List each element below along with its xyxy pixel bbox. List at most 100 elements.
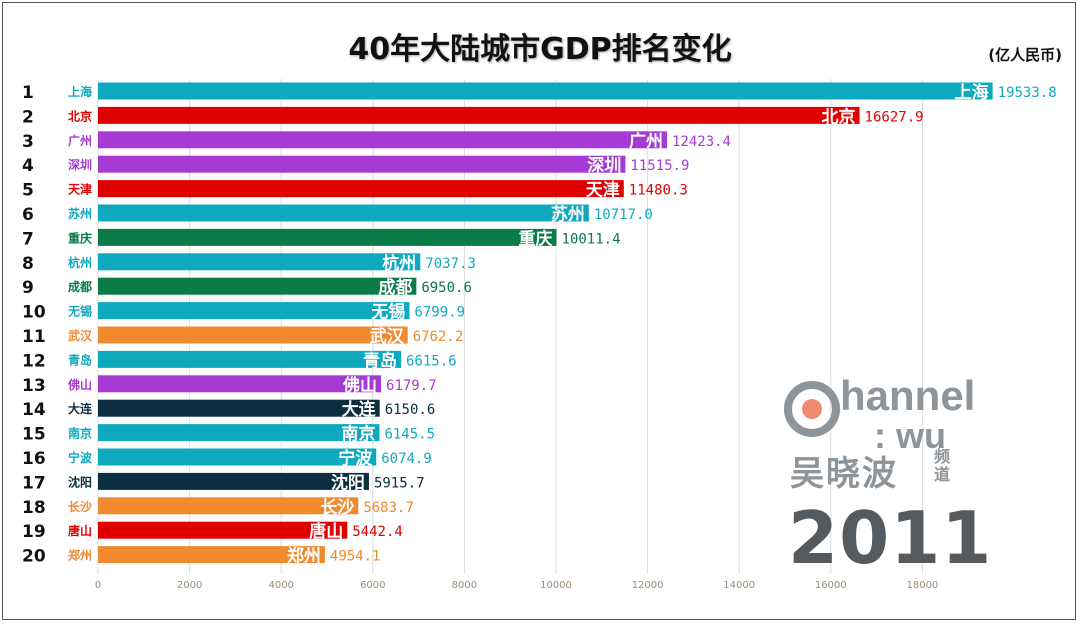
x-tick-label: 0: [95, 580, 101, 591]
city-label: 南京: [68, 426, 92, 441]
bar-city-label: 广州: [629, 131, 663, 152]
bar-city-label: 南京: [341, 424, 375, 445]
x-tick-label: 10000: [540, 580, 572, 591]
bar-city-label: 青岛: [363, 350, 397, 371]
bar: [98, 326, 408, 344]
bar-city-label: 杭州: [382, 253, 416, 274]
x-tick-label: 14000: [723, 580, 755, 591]
value-label: 6615.6: [406, 353, 457, 369]
rank-label: 2: [22, 107, 34, 127]
city-label: 天津: [68, 182, 92, 197]
value-label: 11480.3: [629, 183, 688, 199]
bar: [98, 350, 401, 368]
value-label: 5442.4: [352, 524, 403, 540]
bar: [98, 375, 382, 393]
logo-cn-name: 吴晓波: [790, 454, 898, 494]
rank-label: 17: [22, 473, 46, 493]
bar: [98, 180, 624, 198]
value-label: 12423.4: [672, 134, 731, 150]
bar-city-label: 重庆: [519, 228, 553, 249]
rank-label: 13: [22, 376, 46, 396]
bar-city-label: 郑州: [287, 546, 321, 567]
bar-city-label: 无锡: [370, 302, 405, 323]
bar: [98, 204, 589, 222]
city-label: 广州: [68, 133, 92, 148]
logo-brand-text: hannel: [840, 372, 975, 419]
value-label: 5683.7: [363, 500, 414, 516]
value-label: 11515.9: [630, 158, 689, 174]
rank-label: 12: [22, 351, 46, 371]
rank-label: 3: [22, 132, 34, 152]
city-label: 长沙: [68, 499, 92, 514]
bar-city-label: 沈阳: [331, 472, 365, 493]
value-label: 10717.0: [594, 207, 653, 223]
channel-logo: hannel : wu 吴晓波 频道: [782, 372, 982, 502]
bar-city-label: 天津: [586, 180, 620, 201]
bar: [98, 302, 410, 320]
value-label: 7037.3: [425, 256, 476, 272]
bar: [98, 448, 377, 466]
rank-label: 14: [22, 400, 46, 420]
bar: [98, 546, 325, 564]
bar: [98, 497, 359, 515]
bar: [98, 424, 380, 442]
value-label: 6799.9: [414, 305, 465, 321]
rank-label: 4: [22, 156, 34, 176]
logo-cn-tag: 频道: [934, 447, 951, 484]
value-label: 6074.9: [381, 451, 432, 467]
rank-label: 9: [22, 278, 34, 298]
x-tick-label: 4000: [268, 580, 293, 591]
bar-city-label: 宁波: [338, 448, 373, 469]
city-label: 大连: [68, 401, 93, 416]
rank-label: 19: [22, 522, 46, 542]
bar: [98, 131, 667, 149]
rank-label: 15: [22, 425, 46, 445]
year-label: 2011: [788, 496, 993, 580]
value-label: 10011.4: [562, 231, 621, 247]
bar: [98, 472, 369, 490]
city-label: 苏州: [68, 206, 92, 221]
value-label: 4954.1: [330, 549, 381, 565]
bar-city-label: 深圳: [587, 155, 621, 176]
rank-label: 16: [22, 449, 46, 469]
unit-label: (亿人民币): [988, 46, 1062, 64]
city-label: 杭州: [68, 255, 92, 270]
logo-sub-text: : wu: [874, 415, 946, 452]
rank-label: 7: [22, 229, 34, 249]
bar-city-label: 苏州: [551, 204, 585, 225]
value-label: 6950.6: [421, 280, 472, 296]
rank-label: 10: [22, 303, 46, 323]
rank-label: 8: [22, 254, 34, 274]
value-label: 6179.7: [386, 378, 437, 394]
rank-label: 5: [22, 181, 34, 201]
x-tick-label: 12000: [632, 580, 664, 591]
bar: [98, 155, 626, 173]
x-tick-label: 6000: [360, 580, 385, 591]
x-tick-label: 2000: [177, 580, 202, 591]
bar-city-label: 武汉: [370, 326, 405, 347]
bar: [98, 228, 557, 246]
bar-city-label: 唐山: [309, 521, 343, 542]
bar: [98, 521, 348, 539]
city-label: 武汉: [68, 328, 93, 343]
bar-city-label: 北京: [822, 106, 856, 127]
bar-city-label: 长沙: [320, 497, 354, 518]
value-label: 5915.7: [374, 475, 425, 491]
city-label: 唐山: [68, 523, 92, 538]
x-tick-label: 18000: [906, 580, 938, 591]
bar-city-label: 成都: [378, 277, 412, 298]
city-label: 青岛: [68, 352, 92, 367]
bar-city-label: 佛山: [342, 375, 377, 396]
city-label: 宁波: [68, 450, 93, 465]
rank-label: 18: [22, 498, 46, 518]
city-label: 无锡: [67, 304, 92, 319]
channel-logo-mark: hannel : wu: [784, 372, 975, 452]
bar-city-label: 上海: [955, 82, 989, 103]
rank-label: 11: [22, 327, 46, 347]
rank-label: 1: [22, 83, 34, 103]
value-label: 6762.2: [413, 329, 464, 345]
city-label: 上海: [68, 84, 92, 99]
bar: [98, 106, 860, 124]
chart-title: 40年大陆城市GDP排名变化: [348, 32, 732, 67]
value-label: 6150.6: [385, 402, 436, 418]
